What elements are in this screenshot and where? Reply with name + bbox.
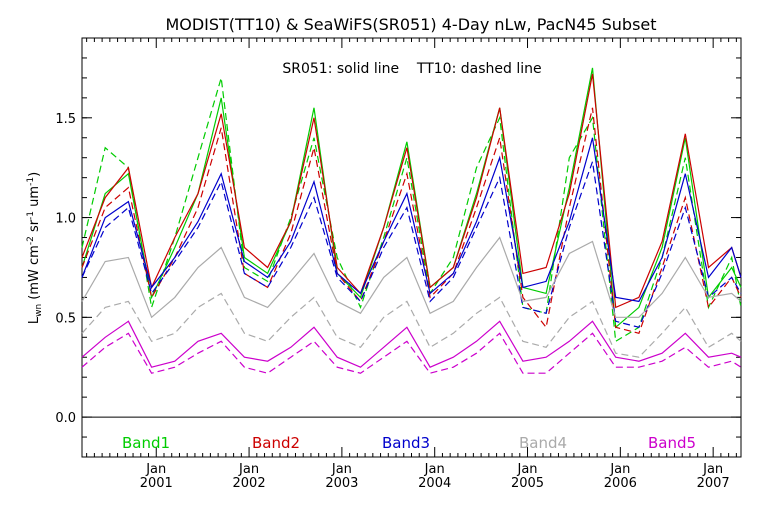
y-tick-label: 0.0 — [55, 411, 76, 426]
x-tick-year: 2002 — [233, 476, 266, 491]
series-line-band3-sr051 — [81, 137, 742, 303]
x-tick-month: Jan — [331, 462, 352, 477]
line-style-annotation: SR051: solid line TT10: dashed line — [282, 61, 541, 77]
series-line-band4-sr051 — [81, 236, 742, 319]
y-tick-label: 1.0 — [55, 212, 76, 227]
series-line-band3-tt10 — [81, 161, 742, 329]
series-line-band5-tt10 — [81, 332, 742, 374]
y-tick-label: 1.5 — [55, 112, 76, 127]
x-axis: Jan2001Jan2002Jan2003Jan2004Jan2005Jan20… — [86, 38, 737, 491]
y-tick-label: 0.5 — [55, 311, 76, 326]
x-tick-month: Jan — [238, 462, 259, 477]
x-tick-month: Jan — [424, 462, 445, 477]
series-line-band5-sr051 — [81, 320, 742, 368]
x-tick-year: 2001 — [140, 476, 173, 491]
y-axis-label: Lwn (mW cm-2 sr-1 um-1) — [26, 172, 44, 324]
x-tick-month: Jan — [516, 462, 537, 477]
x-tick-year: 2004 — [418, 476, 451, 491]
x-tick-year: 2006 — [604, 476, 637, 491]
series-layer — [81, 67, 742, 374]
legend-item-band3: Band3 — [382, 434, 430, 452]
chart-title: MODIST(TT10) & SeaWiFS(SR051) 4-Day nLw,… — [165, 15, 656, 34]
x-tick-year: 2003 — [325, 476, 358, 491]
legend-item-band5: Band5 — [648, 434, 696, 452]
legend: Band1 Band2 Band3 Band4 Band5 — [122, 434, 696, 452]
x-tick-year: 2007 — [697, 476, 730, 491]
svg-text:Lwn (mW cm-2 sr-1 um-1): Lwn (mW cm-2 sr-1 um-1) — [26, 172, 44, 324]
series-line-band4-tt10 — [81, 292, 742, 358]
x-tick-month: Jan — [609, 462, 630, 477]
legend-item-band4: Band4 — [519, 434, 567, 452]
x-tick-month: Jan — [702, 462, 723, 477]
y-axis: 0.0 0.5 1.0 1.5 — [55, 57, 741, 438]
series-line-band2-tt10 — [81, 107, 742, 335]
legend-item-band1: Band1 — [122, 434, 170, 452]
series-line-band1-tt10 — [81, 77, 742, 343]
legend-item-band2: Band2 — [252, 434, 300, 452]
series-line-band2-sr051 — [81, 73, 742, 309]
x-tick-year: 2005 — [511, 476, 544, 491]
x-tick-month: Jan — [145, 462, 166, 477]
